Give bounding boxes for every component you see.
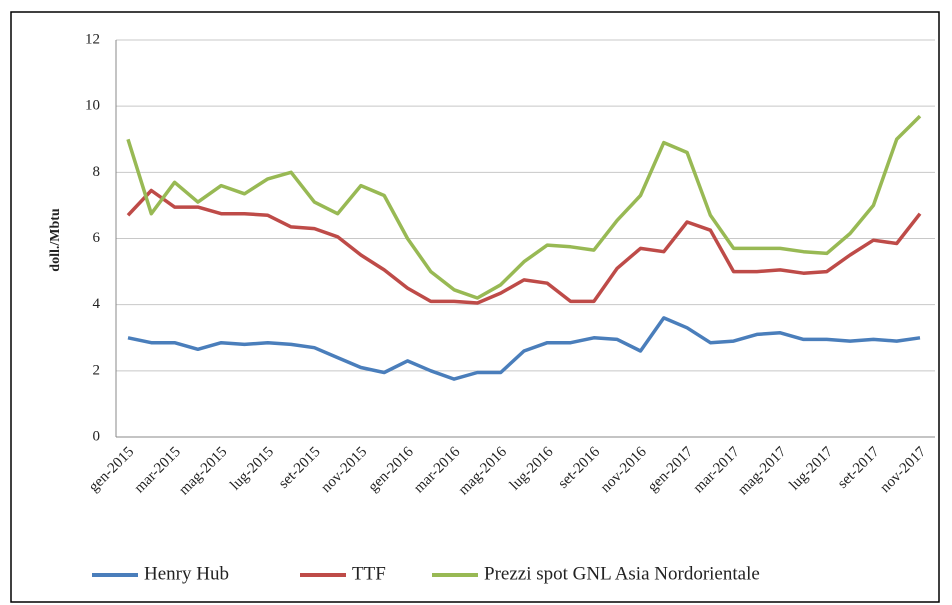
y-tick-label: 2 xyxy=(93,362,101,378)
y-tick-label: 4 xyxy=(93,296,101,312)
y-tick-label: 0 xyxy=(93,428,101,444)
line-series xyxy=(126,188,922,305)
y-tick-label: 8 xyxy=(93,164,101,180)
y-tick-label: 12 xyxy=(85,31,100,47)
y-tick-label: 10 xyxy=(85,98,100,114)
y-axis-label: doll./Mbtu xyxy=(48,208,63,272)
legend-label: Prezzi spot GNL Asia Nordorientale xyxy=(484,563,760,584)
legend-label: Henry Hub xyxy=(144,563,229,584)
legend-label: TTF xyxy=(352,563,386,584)
y-tick-label: 6 xyxy=(93,230,101,246)
line-series xyxy=(126,114,922,300)
line-series xyxy=(127,316,921,381)
chart-border xyxy=(10,11,940,603)
